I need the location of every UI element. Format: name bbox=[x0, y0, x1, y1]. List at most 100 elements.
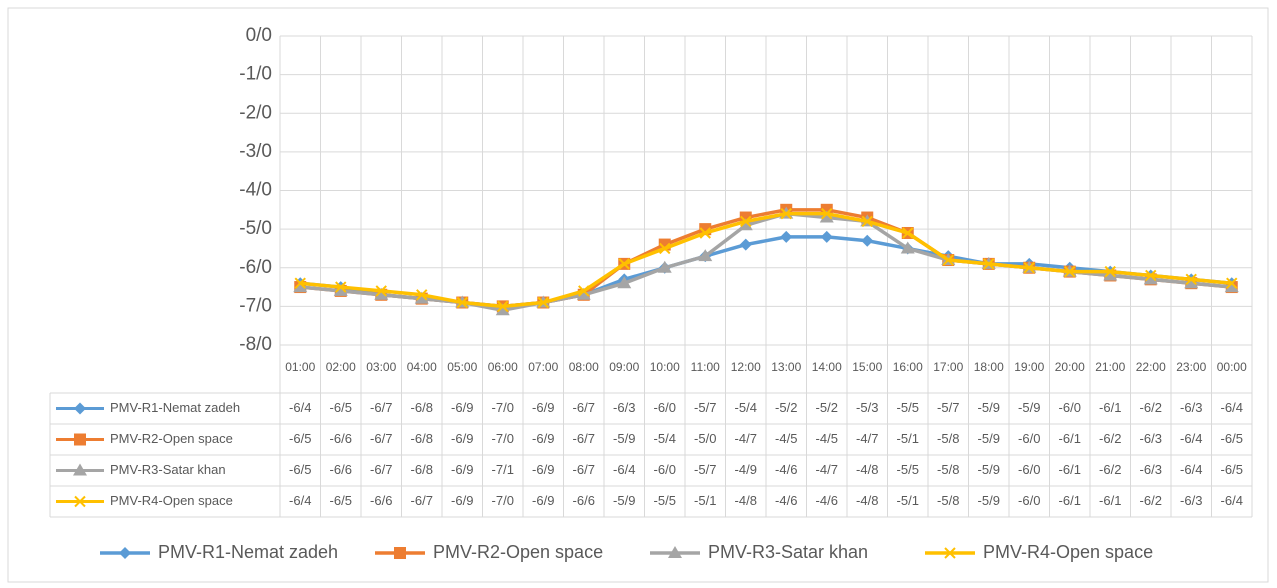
table-cell: -5/5 bbox=[897, 400, 919, 415]
marker bbox=[333, 283, 348, 296]
marker bbox=[698, 249, 713, 262]
table-cell: -5/9 bbox=[1018, 400, 1040, 415]
legend-label: PMV-R4-Open space bbox=[983, 542, 1153, 562]
table-cell: -4/5 bbox=[816, 431, 838, 446]
marker bbox=[1185, 273, 1197, 286]
marker bbox=[821, 207, 833, 220]
x-tick-label: 04:00 bbox=[407, 360, 437, 374]
table-cell: -6/6 bbox=[370, 493, 392, 508]
legend-marker bbox=[944, 547, 956, 559]
marker bbox=[983, 258, 995, 270]
marker bbox=[1226, 277, 1238, 289]
table-cell: -6/0 bbox=[1018, 462, 1040, 477]
x-tick-label: 06:00 bbox=[488, 360, 518, 374]
table-cell: -6/9 bbox=[532, 493, 554, 508]
table-cell: -4/5 bbox=[775, 431, 797, 446]
table-cell: -5/7 bbox=[694, 400, 716, 415]
table-cell: -6/2 bbox=[1140, 400, 1162, 415]
x-tick-label: 17:00 bbox=[933, 360, 963, 374]
table-cell: -6/7 bbox=[370, 400, 392, 415]
table-cell: -5/0 bbox=[694, 431, 716, 446]
x-tick-label: 13:00 bbox=[771, 360, 801, 374]
table-cell: -6/0 bbox=[1059, 400, 1081, 415]
x-tick-label: 18:00 bbox=[974, 360, 1004, 374]
table-cell: -6/5 bbox=[330, 400, 352, 415]
table-row-label: PMV-R3-Satar khan bbox=[110, 462, 226, 477]
table-cell: -6/1 bbox=[1059, 462, 1081, 477]
table-cell: -6/5 bbox=[289, 431, 311, 446]
table-cell: -6/3 bbox=[1140, 431, 1162, 446]
table-cell: -6/5 bbox=[330, 493, 352, 508]
marker bbox=[740, 215, 752, 228]
table-cell: -6/6 bbox=[330, 462, 352, 477]
table-cell: -5/4 bbox=[735, 400, 757, 415]
series: PMV-R4-Open space -6/4 -6/5 -6/6 -6/7 -6/9 -7/… bbox=[56, 207, 1243, 562]
marker bbox=[1143, 272, 1158, 285]
x-tick-label: 09:00 bbox=[609, 360, 639, 374]
marker bbox=[495, 303, 510, 316]
table-cell: -6/7 bbox=[370, 431, 392, 446]
y-tick-label: -8/0 bbox=[239, 334, 272, 355]
table-cell: -6/5 bbox=[1221, 462, 1243, 477]
table-cell: -6/1 bbox=[1099, 493, 1121, 508]
table-cell: -6/1 bbox=[1059, 493, 1081, 508]
table-cell: -6/0 bbox=[654, 400, 676, 415]
table-cell: -6/4 bbox=[1180, 431, 1202, 446]
table-cell: -6/4 bbox=[613, 462, 635, 477]
table-cell: -6/9 bbox=[451, 400, 473, 415]
marker bbox=[497, 300, 509, 313]
marker bbox=[900, 241, 915, 254]
x-tick-label: 23:00 bbox=[1176, 360, 1206, 374]
marker bbox=[335, 281, 347, 293]
table-cell: -6/7 bbox=[370, 462, 392, 477]
x-tick-label: 11:00 bbox=[691, 360, 720, 374]
table-cell: -5/9 bbox=[978, 493, 1000, 508]
table-cell: -7/0 bbox=[492, 431, 514, 446]
x-tick-label: 02:00 bbox=[326, 360, 356, 374]
marker bbox=[576, 287, 591, 300]
marker bbox=[1064, 265, 1076, 278]
marker bbox=[1224, 280, 1239, 293]
table-cell: -6/7 bbox=[411, 493, 433, 508]
table-cell: -5/9 bbox=[613, 431, 635, 446]
table-cell: -6/8 bbox=[411, 462, 433, 477]
table-cell: -5/2 bbox=[816, 400, 838, 415]
table-cell: -6/0 bbox=[1018, 493, 1040, 508]
marker bbox=[861, 234, 874, 247]
table-cell: -5/2 bbox=[775, 400, 797, 415]
legend-label: PMV-R2-Open space bbox=[433, 542, 603, 562]
marker bbox=[1104, 265, 1116, 278]
marker bbox=[820, 230, 833, 243]
x-tick-label: 14:00 bbox=[812, 360, 842, 374]
marker bbox=[1103, 268, 1118, 281]
table-cell: -5/9 bbox=[978, 431, 1000, 446]
table-cell: -5/4 bbox=[654, 431, 676, 446]
table-cell: -4/8 bbox=[735, 493, 757, 508]
x-tick-label: 03:00 bbox=[366, 360, 396, 374]
x-tick-label: 22:00 bbox=[1136, 360, 1166, 374]
table-cell: -6/4 bbox=[1180, 462, 1202, 477]
table-row-label: PMV-R4-Open space bbox=[110, 493, 233, 508]
table-cell: -6/9 bbox=[532, 462, 554, 477]
table-cell: -5/1 bbox=[897, 493, 919, 508]
table-cell: -4/8 bbox=[856, 462, 878, 477]
table-cell: -7/0 bbox=[492, 493, 514, 508]
table-cell: -6/5 bbox=[1221, 431, 1243, 446]
marker bbox=[659, 242, 671, 255]
table-cell: -6/9 bbox=[451, 431, 473, 446]
marker bbox=[617, 276, 632, 289]
y-tick-label: -7/0 bbox=[239, 295, 272, 316]
table-cell: -4/7 bbox=[856, 431, 878, 446]
x-tick-label: 21:00 bbox=[1095, 360, 1125, 374]
table-cell: -6/9 bbox=[451, 493, 473, 508]
marker bbox=[618, 258, 630, 270]
y-tick-label: -5/0 bbox=[239, 218, 272, 239]
table-cell: -6/1 bbox=[1059, 431, 1081, 446]
table-cell: -6/7 bbox=[573, 462, 595, 477]
marker bbox=[780, 230, 793, 243]
table-cell: -5/8 bbox=[937, 493, 959, 508]
table-cell: -6/7 bbox=[573, 431, 595, 446]
table-cell: -6/4 bbox=[1221, 400, 1243, 415]
table-cell: -5/7 bbox=[937, 400, 959, 415]
